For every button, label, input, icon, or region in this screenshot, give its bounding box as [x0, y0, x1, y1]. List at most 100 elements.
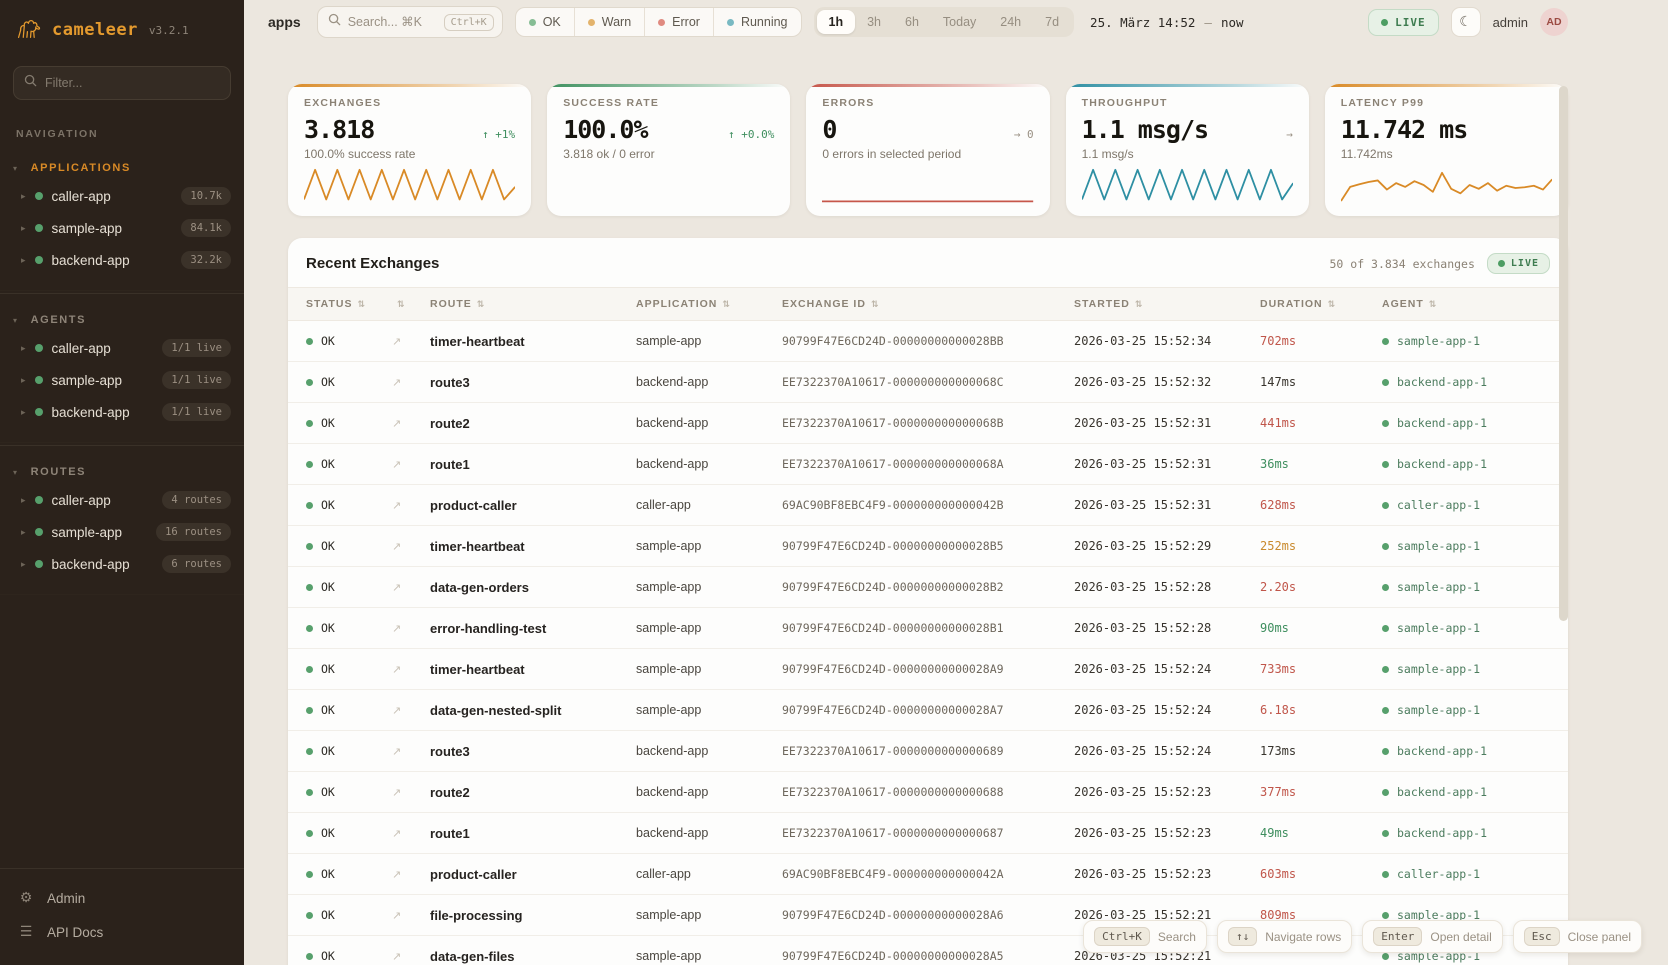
table-row[interactable]: OK ↗ data-gen-nested-split sample-app 90799F…	[288, 689, 1568, 731]
table-row[interactable]: OK ↗ product-caller caller-app 69AC90BF8EBC4…	[288, 853, 1568, 895]
sidebar-item-routes-sample-app[interactable]: ▸ sample-app 16 routes	[0, 516, 244, 548]
table-row[interactable]: OK ↗ route3 backend-app EE7322370A10617-0000…	[288, 361, 1568, 403]
live-badge[interactable]: LIVE	[1368, 8, 1439, 36]
sidebar-item-applications-sample-app[interactable]: ▸ sample-app 84.1k	[0, 212, 244, 244]
time-range-3h[interactable]: 3h	[855, 10, 893, 34]
table-row[interactable]: OK ↗ error-handling-test sample-app 90799F47…	[288, 607, 1568, 649]
sort-icon[interactable]: ⇅	[476, 299, 486, 309]
card-accent-bar	[806, 84, 1050, 87]
column-header-exchange-id[interactable]: EXCHANGE ID ⇅	[770, 287, 1062, 321]
status-filter-running[interactable]: Running	[714, 8, 801, 36]
table-row[interactable]: OK ↗ timer-heartbeat sample-app 90799F47E6CD…	[288, 320, 1568, 362]
open-detail-icon[interactable]: ↗	[392, 664, 402, 676]
chevron-right-icon: ▸	[21, 374, 26, 385]
open-detail-icon[interactable]: ↗	[392, 828, 402, 840]
column-header-agent[interactable]: AGENT ⇅	[1370, 287, 1568, 321]
status-dot-icon	[34, 192, 43, 200]
table-row[interactable]: OK ↗ timer-heartbeat sample-app 90799F47E6CD…	[288, 648, 1568, 690]
started-cell: 2026-03-25 15:52:31	[1062, 484, 1248, 526]
status-filter-ok[interactable]: OK	[516, 8, 575, 36]
sort-icon[interactable]: ⇅	[722, 299, 731, 309]
sidebar-footer: ⚙ Admin ☰ API Docs	[0, 868, 244, 965]
sidebar-item-agents-caller-app[interactable]: ▸ caller-app 1/1 live	[0, 332, 244, 364]
column-header-status[interactable]: STATUS ⇅	[288, 287, 380, 321]
open-detail-icon[interactable]: ↗	[392, 787, 402, 799]
sidebar-section-header-routes[interactable]: ▾ ROUTES	[0, 458, 244, 484]
search-input[interactable]	[347, 15, 437, 29]
route-cell: timer-heartbeat	[418, 320, 624, 362]
table-row[interactable]: OK ↗ route1 backend-app EE7322370A10617-0000…	[288, 812, 1568, 854]
sidebar-item-routes-caller-app[interactable]: ▸ caller-app 4 routes	[0, 484, 244, 516]
status-filter-error[interactable]: Error	[645, 8, 714, 36]
open-detail-icon[interactable]: ↗	[392, 869, 402, 881]
time-range-24h[interactable]: 24h	[988, 10, 1033, 34]
table-row[interactable]: OK ↗ product-caller caller-app 69AC90BF8EBC4…	[288, 484, 1568, 526]
table-row[interactable]: OK ↗ data-gen-orders sample-app 90799F47E6CD…	[288, 566, 1568, 608]
sidebar-item-agents-backend-app[interactable]: ▸ backend-app 1/1 live	[0, 396, 244, 428]
sort-icon[interactable]: ⇅	[1134, 299, 1144, 309]
stat-card-latency-p99: LATENCY P99 11.742 ms 11.742ms	[1324, 84, 1568, 216]
status-dot-icon	[306, 666, 313, 673]
started-cell: 2026-03-25 15:52:32	[1062, 361, 1248, 403]
application-cell: sample-app	[624, 320, 770, 362]
column-header-expand[interactable]: ⇅	[380, 287, 418, 321]
sidebar-item-routes-backend-app[interactable]: ▸ backend-app 6 routes	[0, 548, 244, 580]
route-cell: product-caller	[418, 853, 624, 895]
status-cell: OK	[288, 607, 380, 649]
avatar[interactable]: AD	[1540, 8, 1568, 36]
route-cell: route2	[418, 402, 624, 444]
status-cell: OK	[288, 320, 380, 362]
status-dot-icon	[306, 338, 313, 345]
table-row[interactable]: OK ↗ timer-heartbeat sample-app 90799F47E6CD…	[288, 525, 1568, 567]
time-range-1h[interactable]: 1h	[816, 10, 856, 34]
sidebar-filter[interactable]	[13, 66, 231, 100]
time-range-7d[interactable]: 7d	[1033, 10, 1071, 34]
open-detail-icon[interactable]: ↗	[392, 500, 402, 512]
open-detail-icon[interactable]: ↗	[392, 377, 402, 389]
time-range-6h[interactable]: 6h	[893, 10, 931, 34]
open-detail-icon[interactable]: ↗	[392, 336, 402, 348]
open-detail-icon[interactable]: ↗	[392, 746, 402, 758]
sidebar-item-agents-sample-app[interactable]: ▸ sample-app 1/1 live	[0, 364, 244, 396]
status-dot-icon	[1382, 871, 1389, 878]
column-header-route[interactable]: ROUTE ⇅	[418, 287, 624, 321]
sidebar-item-api-docs[interactable]: ☰ API Docs	[0, 915, 244, 949]
filter-input[interactable]	[45, 76, 220, 90]
sort-icon[interactable]: ⇅	[1428, 299, 1438, 309]
sort-icon[interactable]: ⇅	[870, 299, 880, 309]
status-filter-warn[interactable]: Warn	[575, 8, 646, 36]
column-header-application[interactable]: APPLICATION ⇅	[624, 287, 770, 321]
open-detail-icon[interactable]: ↗	[392, 459, 402, 471]
open-detail-icon[interactable]: ↗	[392, 582, 402, 594]
exchange-table-body: OK ↗ timer-heartbeat sample-app 90799F47E6CD…	[288, 320, 1568, 965]
time-range-today[interactable]: Today	[931, 10, 988, 34]
global-search[interactable]: Ctrl+K	[316, 6, 503, 38]
open-detail-icon[interactable]: ↗	[392, 418, 402, 430]
scrollbar[interactable]	[1559, 86, 1568, 621]
open-detail-icon[interactable]: ↗	[392, 705, 402, 717]
sidebar-item-applications-backend-app[interactable]: ▸ backend-app 32.2k	[0, 244, 244, 276]
column-header-duration[interactable]: DURATION ⇅	[1248, 287, 1370, 321]
sort-icon[interactable]: ⇅	[1327, 299, 1337, 309]
column-header-started[interactable]: STARTED ⇅	[1062, 287, 1248, 321]
table-row[interactable]: OK ↗ route1 backend-app EE7322370A10617-0000…	[288, 443, 1568, 485]
theme-toggle-button[interactable]: ☾	[1450, 7, 1481, 37]
sidebar-item-badge: 4 routes	[162, 491, 231, 509]
table-row[interactable]: OK ↗ route2 backend-app EE7322370A10617-0000…	[288, 402, 1568, 444]
route-cell: error-handling-test	[418, 607, 624, 649]
table-row[interactable]: OK ↗ route3 backend-app EE7322370A10617-0000…	[288, 730, 1568, 772]
open-detail-icon[interactable]: ↗	[392, 541, 402, 553]
open-detail-icon[interactable]: ↗	[392, 910, 402, 922]
sidebar-section-header-applications[interactable]: ▾ APPLICATIONS	[0, 154, 244, 180]
status-dot-icon	[1382, 420, 1389, 427]
sidebar-item-admin[interactable]: ⚙ Admin	[0, 881, 244, 915]
table-row[interactable]: OK ↗ route2 backend-app EE7322370A10617-0000…	[288, 771, 1568, 813]
sidebar-section-header-agents[interactable]: ▾ AGENTS	[0, 306, 244, 332]
agent-label: caller-app-1	[1397, 498, 1481, 512]
sidebar-item-applications-caller-app[interactable]: ▸ caller-app 10.7k	[0, 180, 244, 212]
status-cell: OK	[288, 689, 380, 731]
sort-icon[interactable]: ⇅	[357, 299, 366, 309]
open-detail-icon[interactable]: ↗	[392, 623, 402, 635]
sort-icon[interactable]: ⇅	[397, 299, 406, 309]
open-detail-icon[interactable]: ↗	[392, 951, 402, 963]
